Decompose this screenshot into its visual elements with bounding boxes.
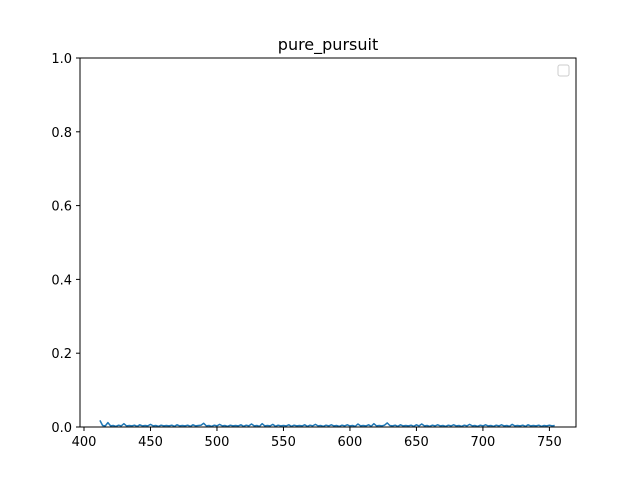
- x-tick-label: 600: [338, 435, 363, 450]
- series-line-0: [99, 420, 555, 428]
- x-tick-label: 450: [138, 435, 163, 450]
- legend-box: [557, 64, 570, 77]
- y-tick-label: 0.4: [51, 273, 72, 288]
- y-tick-label: 0.0: [51, 421, 72, 436]
- y-tick-label: 0.8: [51, 126, 72, 141]
- plot-area: [80, 58, 576, 427]
- x-tick-label: 750: [537, 435, 562, 450]
- x-tick-label: 700: [471, 435, 496, 450]
- y-tick-label: 1.0: [51, 52, 72, 67]
- y-tick-label: 0.6: [51, 200, 72, 215]
- x-tick-label: 650: [404, 435, 429, 450]
- ticks-layer: 400 450 500 550 600 650 700 750 0.0 0.2 0.4 0.6 0.8 1…: [51, 52, 562, 450]
- y-tick-label: 0.2: [51, 347, 72, 362]
- chart-title: pure_pursuit: [278, 35, 378, 55]
- series-layer: [99, 420, 555, 428]
- x-tick-label: 400: [72, 435, 97, 450]
- x-tick-label: 500: [205, 435, 230, 450]
- plot-frame: [79, 57, 577, 428]
- x-tick-label: 550: [271, 435, 296, 450]
